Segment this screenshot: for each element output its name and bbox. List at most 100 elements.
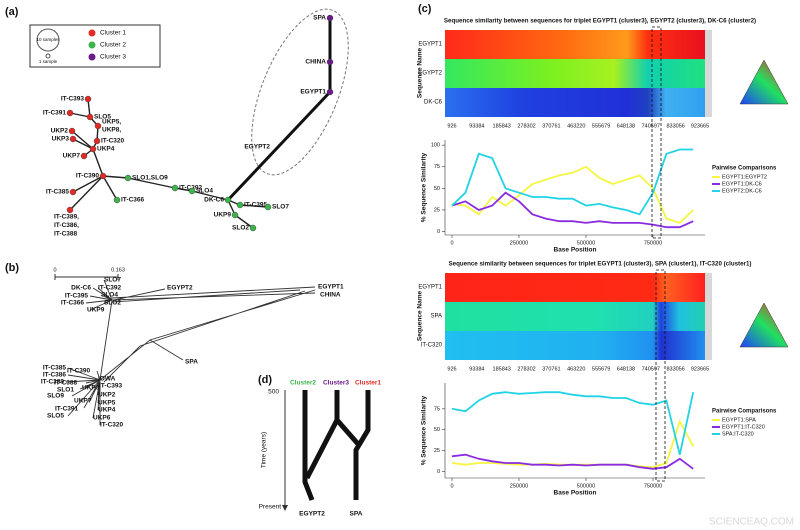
tree-label: SLO9: [47, 393, 64, 400]
row-label: SPA: [430, 314, 442, 320]
tree-label: SPA: [185, 359, 198, 366]
heatmap-x-label: 463220: [567, 123, 585, 129]
x-tick-label: 0: [450, 483, 453, 489]
size-key-label: 1 sample: [39, 59, 58, 64]
tree-label: IT-C395: [65, 293, 89, 300]
node: [264, 203, 272, 211]
edge: [234, 214, 254, 229]
heatmap-row: [445, 273, 705, 302]
node-label: IT-C366: [121, 197, 145, 204]
tree-label: EGYPT2: [167, 285, 193, 292]
row-label: DK-C6: [424, 100, 443, 106]
series-line: [451, 191, 694, 229]
leaf-label: SPA: [350, 511, 363, 518]
node: [69, 188, 77, 196]
edge: [239, 204, 269, 208]
edge: [102, 175, 129, 179]
node: [231, 211, 239, 219]
node-label: DK-C6: [204, 197, 224, 204]
node-label: IT-C320: [101, 138, 125, 145]
node-label: IT-C385: [46, 189, 70, 196]
scale-label: 0.163: [111, 267, 125, 273]
timeline-branches: [302, 390, 371, 501]
node-label: CHINA: [305, 59, 326, 66]
edge: [71, 130, 94, 150]
node-label: EGYPT1: [300, 89, 326, 96]
axis-title: Time (years): [261, 432, 268, 468]
heatmap-x-label: 463220: [567, 366, 585, 372]
node: [94, 122, 102, 130]
scale-label: 0: [53, 267, 56, 273]
tree-label: EGYPT1: [318, 284, 344, 291]
node: [80, 152, 88, 160]
node: [86, 113, 94, 121]
node-label: UKP7: [63, 153, 81, 160]
axis-title: % Sequence Similarity: [421, 152, 428, 222]
legend-label: EGYPT1:IT-C320: [722, 424, 765, 430]
tree-label: UKP5: [98, 400, 116, 407]
heatmap-x-label: 740597: [642, 123, 660, 129]
node-label: IT-C393: [61, 96, 85, 103]
node-label: UKP9: [214, 212, 232, 219]
node: [89, 145, 97, 153]
tree-label: IOWA: [98, 376, 116, 383]
node: [66, 206, 74, 214]
node: [66, 109, 74, 117]
legend-label: EGYPT1:EGYPT2: [722, 174, 767, 180]
x-tick-label: 250000: [510, 483, 528, 489]
tree-label: UKP3: [82, 385, 100, 392]
y-tick-label: 0: [437, 469, 440, 475]
series-line: [451, 165, 694, 224]
size-key-label: 10 samples: [36, 37, 60, 42]
cluster-label: Cluster3: [323, 380, 349, 387]
edge: [69, 112, 91, 118]
node-label: SLO5: [94, 114, 111, 121]
tree-label: UKP6: [93, 415, 111, 422]
panel-label: (a): [5, 6, 19, 18]
series-line: [451, 148, 694, 216]
heatmap-x-label: 555679: [592, 123, 610, 129]
y-tick-label: 100: [431, 143, 440, 149]
heatmap-x-label: 370761: [542, 366, 560, 372]
chart-title: Sequence similarity between sequences fo…: [449, 261, 752, 268]
legend-label: Cluster 3: [100, 54, 126, 61]
y-tick-label: 75: [434, 406, 440, 412]
node-label: SLO2: [232, 225, 249, 232]
node: [93, 137, 101, 145]
tree-label: UKP4: [98, 407, 116, 414]
time-label: Present: [259, 504, 282, 511]
node: [171, 184, 179, 192]
x-tick-label: 0: [450, 240, 453, 246]
legend-label: Cluster 1: [100, 30, 126, 37]
tree-label: SLO4: [101, 292, 118, 299]
node: [124, 174, 132, 182]
node-label: IT-C386,: [54, 222, 79, 229]
x-tick-label: 750000: [644, 240, 662, 246]
tree-label: SLO2: [104, 300, 121, 307]
node: [249, 224, 257, 232]
legend-dot: [88, 29, 96, 37]
axis-title: % Sequence Similarity: [421, 395, 428, 465]
row-label: EGYPT2: [418, 71, 442, 77]
heatmap-x-label: 923665: [691, 123, 709, 129]
edge: [102, 175, 118, 201]
y-tick-label: 50: [434, 427, 440, 433]
node: [326, 58, 334, 66]
chart-title: Sequence similarity between sequences fo…: [444, 18, 756, 25]
node-label: IT-C390: [76, 173, 100, 180]
tree-label: DK-C6: [71, 285, 91, 292]
color-triangle: [739, 59, 789, 105]
heatmap-x-label: 278302: [517, 123, 535, 129]
node: [224, 196, 232, 204]
x-tick-label: 500000: [577, 483, 595, 489]
tree-label: CHINA: [320, 292, 341, 299]
heatmap-row: [445, 59, 705, 88]
tree-label: UKP2: [98, 392, 116, 399]
time-label: 500: [268, 389, 279, 396]
heatmap-x-label: 93384: [469, 123, 484, 129]
tree-label: IT-C366: [61, 300, 85, 307]
edge: [92, 148, 104, 177]
heatmap-x-label: 370761: [542, 123, 560, 129]
heatmap-x-label: 93384: [469, 366, 484, 372]
